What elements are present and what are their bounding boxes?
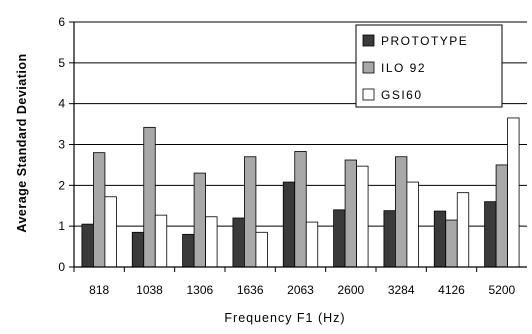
bar-ilo-92-2063 xyxy=(294,151,307,268)
bar-prototype-1636 xyxy=(232,217,245,268)
legend-swatch xyxy=(362,34,375,47)
bar-ilo-92-1306 xyxy=(193,172,206,268)
x-tick-label: 5200 xyxy=(488,283,515,297)
bar-ilo-92-5200 xyxy=(495,164,508,268)
x-tick-label: 4126 xyxy=(438,283,465,297)
bars xyxy=(81,117,520,268)
bar-gsi60-1038 xyxy=(154,214,168,268)
legend-label: GSI60 xyxy=(381,88,423,102)
y-tick-label: 6 xyxy=(58,15,65,29)
x-tick-label: 2063 xyxy=(287,283,314,297)
bar-gsi60-1636 xyxy=(255,231,268,268)
legend-label: PROTOTYPE xyxy=(381,34,468,48)
legend-swatch xyxy=(362,88,375,101)
y-axis-title: Average Standard Deviation xyxy=(15,53,29,232)
x-axis-title: Frequency F1 (Hz) xyxy=(224,311,345,325)
bar-ilo-92-1038 xyxy=(143,126,156,268)
bar-ilo-92-3284 xyxy=(395,156,408,268)
y-tick-label: 2 xyxy=(58,178,65,192)
bar-ilo-92-2600 xyxy=(344,159,357,268)
bar-gsi60-4126 xyxy=(456,192,470,268)
x-tick-label: 1306 xyxy=(186,283,213,297)
legend: PROTOTYPE ILO 92 GSI60 xyxy=(355,24,503,108)
bar-gsi60-2600 xyxy=(356,165,369,268)
bar-prototype-1038 xyxy=(131,231,145,268)
bar-prototype-2600 xyxy=(333,209,346,268)
bar-gsi60-5200 xyxy=(507,117,520,268)
x-tick-label: 1038 xyxy=(136,283,163,297)
y-tick-label: 1 xyxy=(58,219,65,233)
x-tick-label: 1636 xyxy=(237,283,264,297)
bar-gsi60-818 xyxy=(104,196,117,268)
bar-gsi60-2063 xyxy=(305,221,319,268)
legend-box xyxy=(355,24,503,108)
bar-prototype-3284 xyxy=(383,210,396,268)
bar-prototype-2063 xyxy=(282,181,296,268)
y-tick-label: 4 xyxy=(58,97,65,111)
y-tick-label: 5 xyxy=(58,56,65,70)
legend-label: ILO 92 xyxy=(381,61,426,75)
bar-prototype-818 xyxy=(81,223,94,268)
y-tick-label: 0 xyxy=(58,260,65,274)
x-tick-labels: 818 1038 1306 1636 2063 2600 3284 4126 5200 xyxy=(89,283,515,297)
x-tick-label: 2600 xyxy=(337,283,364,297)
bar-gsi60-3284 xyxy=(406,181,419,268)
y-tick-labels: 0 1 2 3 4 5 6 xyxy=(58,15,65,274)
y-tick-label: 3 xyxy=(58,138,65,152)
bar-ilo-92-4126 xyxy=(445,219,458,268)
bar-prototype-1306 xyxy=(182,233,195,268)
legend-swatch xyxy=(362,61,375,74)
x-tick-label: 818 xyxy=(89,283,109,297)
x-tick-label: 3284 xyxy=(388,283,415,297)
bar-ilo-92-1636 xyxy=(244,156,257,268)
bar-gsi60-1306 xyxy=(205,216,218,268)
bar-prototype-4126 xyxy=(433,210,447,268)
bar-prototype-5200 xyxy=(484,201,497,268)
bar-ilo-92-818 xyxy=(93,152,106,268)
axes xyxy=(69,21,527,272)
